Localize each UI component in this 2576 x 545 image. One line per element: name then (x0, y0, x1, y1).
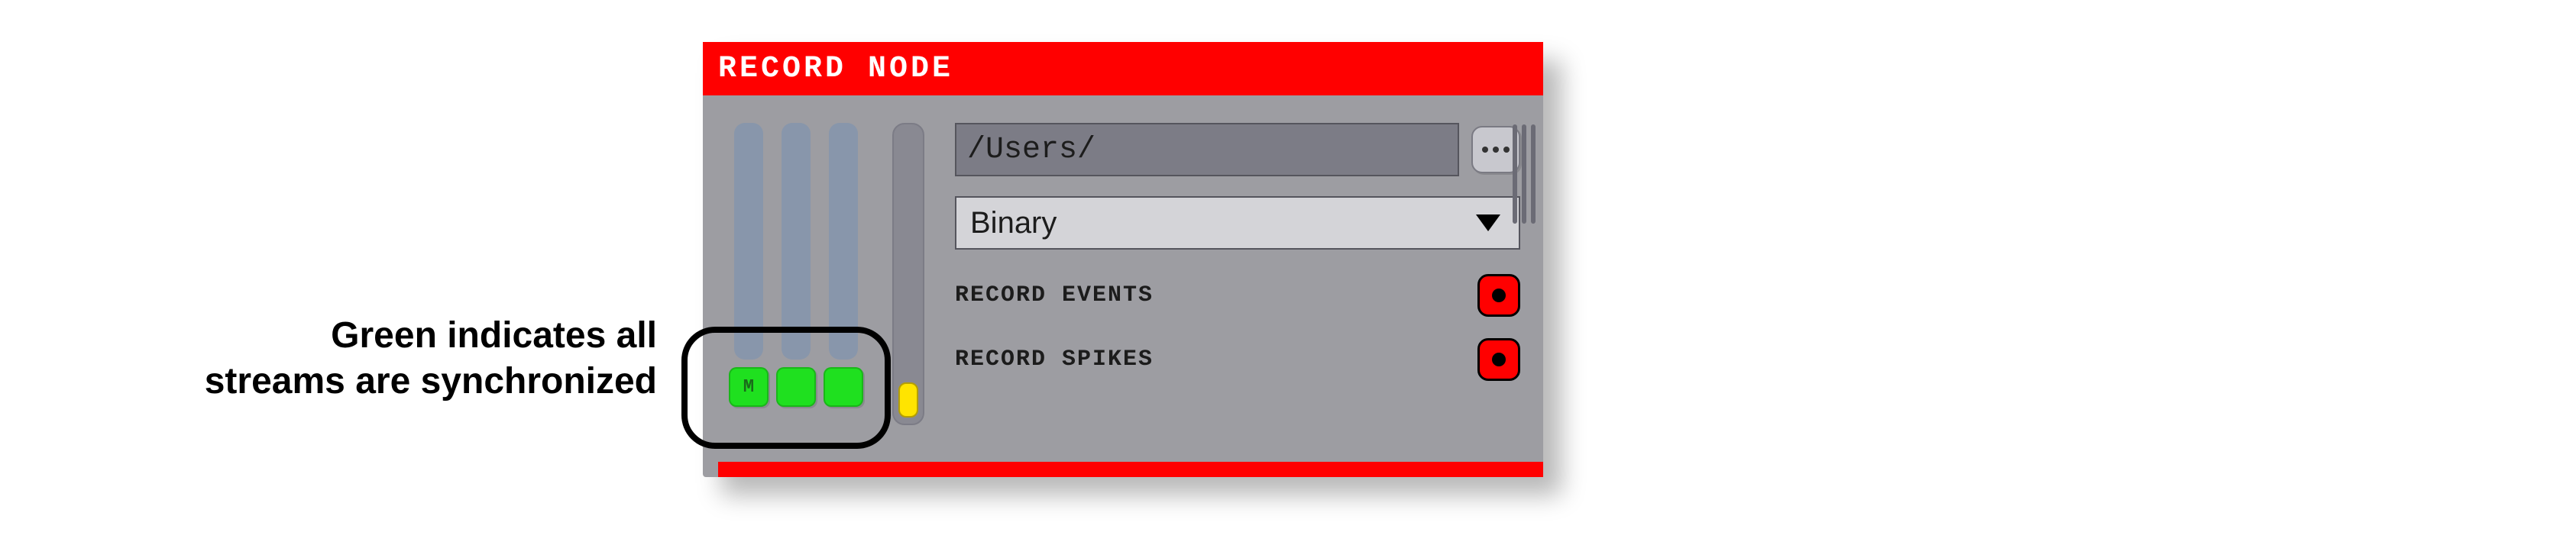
slider-thumb[interactable] (898, 382, 918, 418)
record-events-toggle[interactable] (1477, 274, 1520, 317)
path-field[interactable]: /Users/ (955, 123, 1459, 176)
ellipsis-icon (1482, 147, 1488, 153)
disk-usage-slider[interactable] (892, 123, 924, 425)
stream-1 (776, 123, 816, 447)
record-spikes-toggle[interactable] (1477, 338, 1520, 381)
toggle-dot-icon (1492, 289, 1506, 302)
stream-bar[interactable] (829, 123, 858, 360)
ellipsis-icon (1493, 147, 1499, 153)
format-select[interactable]: Binary (955, 196, 1520, 250)
sync-indicator-main[interactable]: M (729, 367, 769, 407)
annotation-sync-text: Green indicates all streams are synchron… (191, 313, 657, 405)
record-node-panel: RECORD NODE M (703, 42, 1543, 477)
resize-grip[interactable] (1513, 124, 1536, 224)
panel-title: RECORD NODE (718, 52, 953, 86)
record-events-label: RECORD EVENTS (955, 282, 1459, 308)
stream-monitor-group: M (729, 123, 863, 447)
stream-0: M (729, 123, 769, 447)
toggle-dot-icon (1492, 353, 1506, 366)
stream-2 (824, 123, 863, 447)
sync-indicator[interactable] (824, 367, 863, 407)
format-value: Binary (970, 206, 1057, 240)
panel-header: RECORD NODE (703, 42, 1543, 95)
stream-bar[interactable] (734, 123, 763, 360)
record-spikes-label: RECORD SPIKES (955, 347, 1459, 372)
stream-bar[interactable] (782, 123, 811, 360)
chevron-down-icon (1476, 214, 1500, 231)
panel-footer-bar (718, 462, 1543, 477)
sync-indicator[interactable] (776, 367, 816, 407)
ellipsis-icon (1503, 147, 1510, 153)
path-value: /Users/ (967, 133, 1095, 167)
